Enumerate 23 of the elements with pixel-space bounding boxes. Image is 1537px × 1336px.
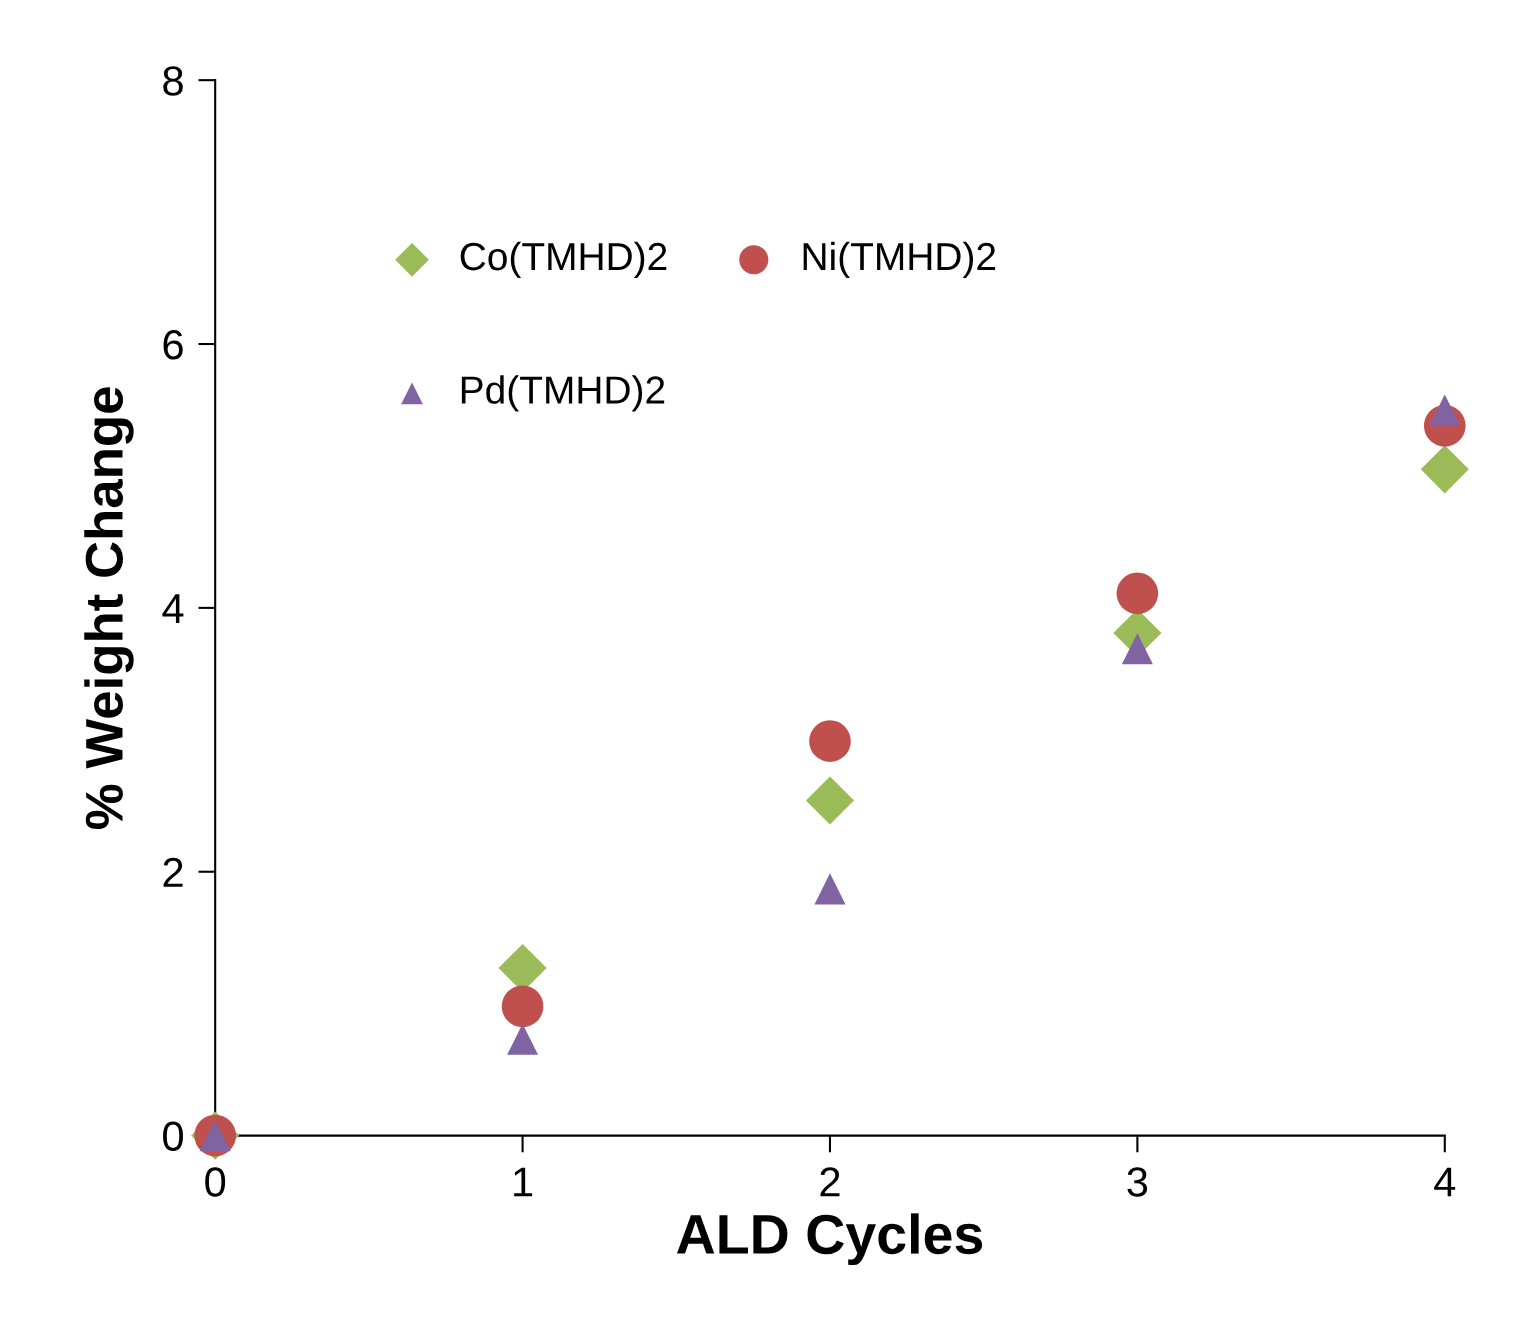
legend-label: Co(TMHD)2 bbox=[460, 241, 667, 279]
legend-label: Pd(TMHD)2 bbox=[461, 375, 665, 412]
y-tick-label: 0 bbox=[163, 1121, 183, 1152]
y-tick-label: 8 bbox=[163, 66, 183, 96]
point bbox=[501, 985, 544, 1028]
point bbox=[814, 873, 846, 905]
y-tick-label: 4 bbox=[162, 594, 184, 623]
legend-label: Ni(TMHD)2 bbox=[803, 241, 996, 279]
x-tick-label: 1 bbox=[514, 1167, 533, 1197]
point bbox=[507, 1023, 539, 1055]
y-tick-label: 6 bbox=[163, 330, 183, 360]
point bbox=[805, 776, 855, 825]
x-tick-label: 4 bbox=[1434, 1167, 1456, 1197]
x-tick-label: 3 bbox=[1127, 1167, 1148, 1197]
x-axis-title: ALD Cycles bbox=[676, 1213, 983, 1266]
point bbox=[1116, 572, 1159, 615]
y-axis-title: % Weight Change bbox=[84, 387, 134, 829]
x-tick-label: 2 bbox=[820, 1167, 840, 1197]
point bbox=[1121, 633, 1153, 665]
x-tick-label: 0 bbox=[205, 1167, 226, 1197]
point bbox=[809, 720, 851, 762]
y-tick-label: 2 bbox=[163, 857, 183, 887]
point bbox=[1420, 445, 1469, 494]
